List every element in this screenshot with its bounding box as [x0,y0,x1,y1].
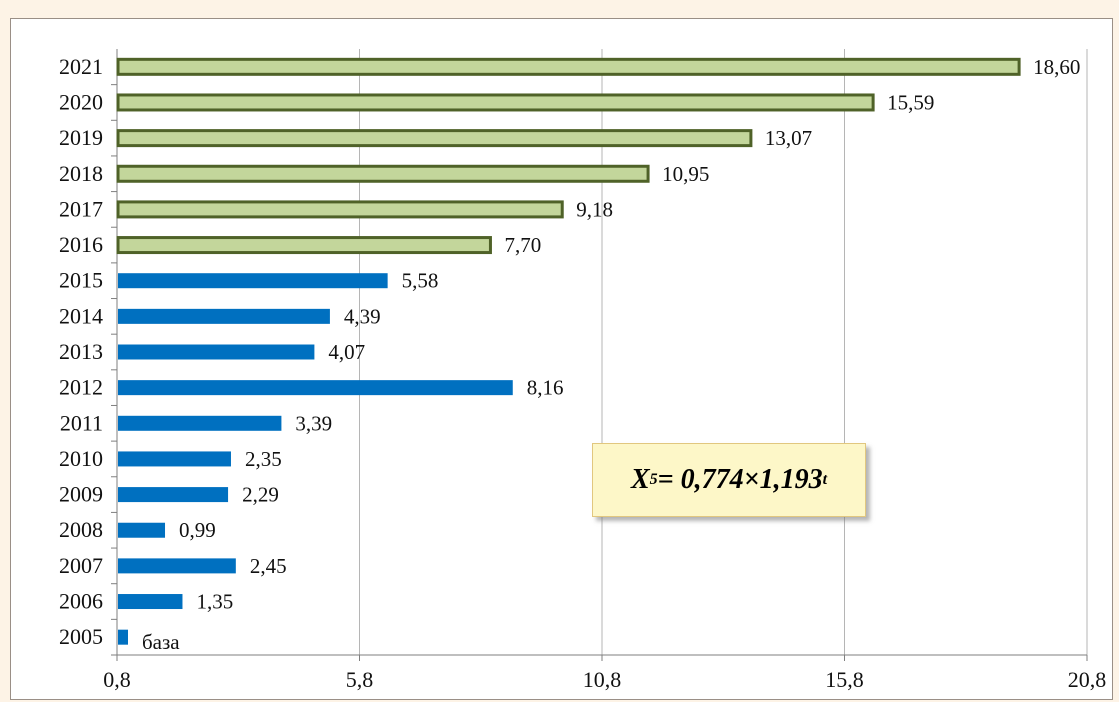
value-label: 3,39 [295,411,332,435]
actual-bar [118,522,166,538]
value-label: 2,45 [250,554,287,578]
actual-bar [118,380,513,396]
y-tick-label: 2012 [59,375,103,400]
y-tick-label: 2016 [59,232,103,257]
x-tick-label: 5,8 [346,667,374,692]
grid-lines [111,49,1088,661]
y-tick-label: 2014 [59,303,103,328]
value-label: 0,99 [179,518,216,542]
actual-bar [118,629,128,645]
y-tick-label: 2009 [59,482,103,507]
y-tick-label: 2011 [60,410,103,435]
x-tick-label: 10,8 [583,667,622,692]
value-label: 9,18 [576,197,613,221]
actual-bar [118,558,236,574]
value-label: 13,07 [765,126,812,150]
actual-bar [118,308,330,324]
y-tick-label: 2019 [59,125,103,150]
y-tick-label: 2007 [59,553,103,578]
y-tick-label: 2006 [59,589,103,614]
value-label: 8,16 [527,376,564,400]
x-tick-label: 0,8 [103,667,131,692]
actual-bar [118,487,229,503]
actual-bar [118,451,231,467]
y-tick-label: 2005 [59,624,103,649]
actual-bar [118,273,388,289]
forecast-bar [116,236,492,255]
value-label: 10,95 [662,162,709,186]
formula-base: X [630,464,650,495]
x-tick-label: 15,8 [825,667,864,692]
value-labels: база 1,35 2,45 0,99 2,29 2,35 3,39 8,16 4,07 4,39… [142,55,1080,654]
y-tick-label: 2015 [59,268,103,293]
y-axis-labels: 2005 2006 2007 2008 2009 2010 2011 2012 2013 2014… [59,54,103,649]
y-tick-label: 2021 [59,54,103,79]
y-tick-label: 2018 [59,161,103,186]
formula-superscript: t [822,471,828,488]
y-tick-label: 2010 [59,446,103,471]
forecast-bar [116,57,1021,76]
value-label: 15,59 [887,90,934,114]
y-tick-label: 2020 [59,89,103,114]
value-label: 5,58 [402,269,439,293]
y-tick-label: 2008 [59,517,103,542]
bars [116,57,1021,645]
forecast-bar [116,93,875,112]
y-tick-label: 2013 [59,339,103,364]
actual-bar [118,415,282,431]
value-label: 1,35 [196,590,233,614]
actual-bar [118,594,183,610]
value-label: 18,60 [1033,55,1080,79]
formula-body: = 0,774×1,193 [657,464,823,495]
value-label: 7,70 [504,233,541,257]
value-label: 2,29 [242,483,279,507]
forecast-bar [116,200,564,219]
x-axis-labels: 0,8 5,8 10,8 15,8 20,8 [103,667,1106,692]
value-label: 2,35 [245,447,282,471]
value-label: 4,39 [344,304,381,328]
forecast-bar [116,164,650,183]
x-tick-label: 20,8 [1068,667,1107,692]
value-label: 4,07 [328,340,365,364]
forecast-bar [116,129,753,148]
formula-box: X 5 = 0,774×1,193 t [592,443,866,517]
formula-subscript: 5 [649,471,658,488]
chart-frame: 2005 2006 2007 2008 2009 2010 2011 2012 2013 2014… [10,18,1113,700]
actual-bar [118,344,315,360]
value-label: база [142,630,180,654]
bar-chart: 2005 2006 2007 2008 2009 2010 2011 2012 2013 2014… [59,49,1106,692]
y-tick-label: 2017 [59,196,103,221]
